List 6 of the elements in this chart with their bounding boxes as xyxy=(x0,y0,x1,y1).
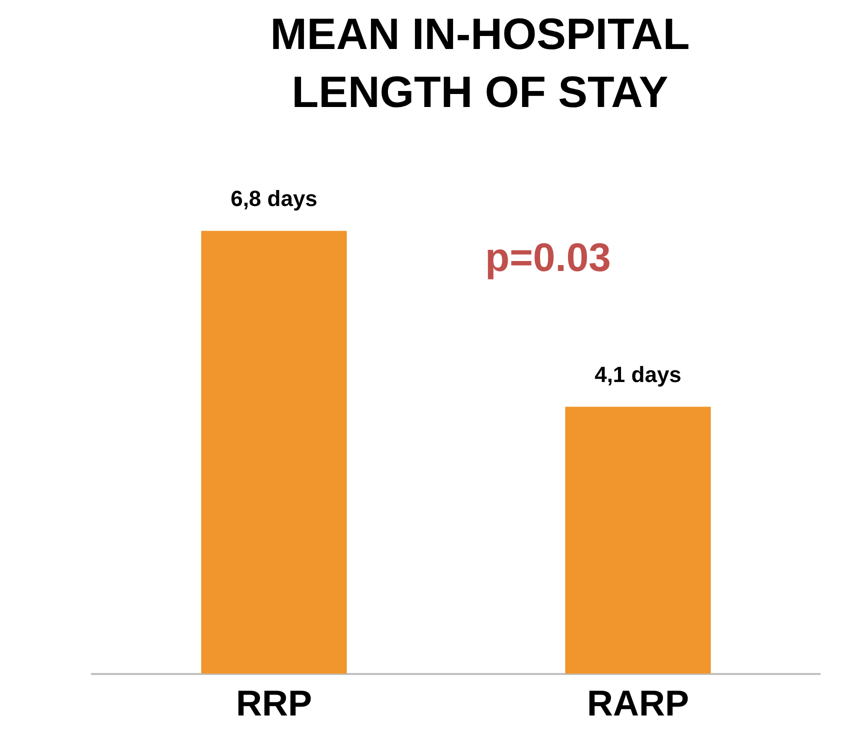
data-label: 4,1 days xyxy=(594,362,682,387)
annotation: p=0.03 xyxy=(485,236,611,280)
data-label: 6,8 days xyxy=(230,186,318,211)
x-tick-label: RARP xyxy=(586,682,690,724)
x-tick-label: RRP xyxy=(236,682,312,724)
chart-title: MEAN IN-HOSPITAL LENGTH OF STAY xyxy=(269,9,691,119)
